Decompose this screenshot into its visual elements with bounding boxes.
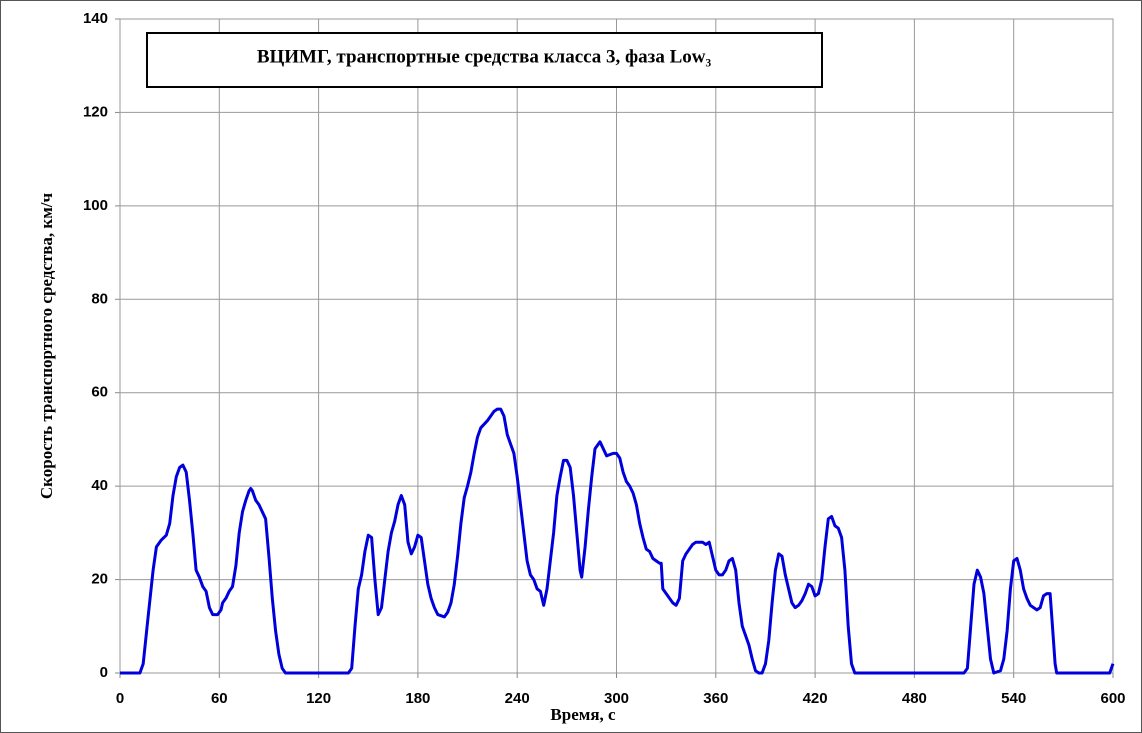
x-tick-label: 300 — [604, 690, 629, 707]
x-tick-label: 480 — [902, 690, 927, 707]
x-tick-label: 180 — [405, 690, 430, 707]
y-tick-label: 60 — [91, 384, 108, 401]
y-tick-label: 40 — [91, 477, 108, 494]
chart-title: ВЦИМГ, транспортные средства класса 3, ф… — [257, 46, 712, 67]
y-tick-label: 0 — [100, 664, 108, 681]
x-tick-label: 420 — [803, 690, 828, 707]
x-tick-label: 540 — [1001, 690, 1026, 707]
grid: 0 20 40 60 80 100 120 140 0 60 120 180 240 300 360 420 4… — [83, 10, 1126, 707]
title-box — [146, 32, 823, 88]
speed-line — [120, 407, 1115, 675]
y-tick-label: 140 — [83, 10, 108, 27]
x-tick-label: 60 — [211, 690, 228, 707]
marks — [120, 407, 1115, 675]
x-tick-label: 0 — [116, 690, 124, 707]
x-tick-label: 120 — [306, 690, 331, 707]
x-tick-label: 600 — [1100, 690, 1125, 707]
y-tick-label: 80 — [91, 290, 108, 307]
x-axis-label: Время, с — [550, 705, 616, 724]
x-tick-label: 360 — [703, 690, 728, 707]
y-axis-label: Скорость транспортного средства, км/ч — [37, 192, 56, 499]
y-tick-label: 100 — [83, 197, 108, 214]
y-tick-label: 120 — [83, 103, 108, 120]
y-tick-label: 20 — [91, 571, 108, 588]
x-tick-label: 240 — [505, 690, 530, 707]
